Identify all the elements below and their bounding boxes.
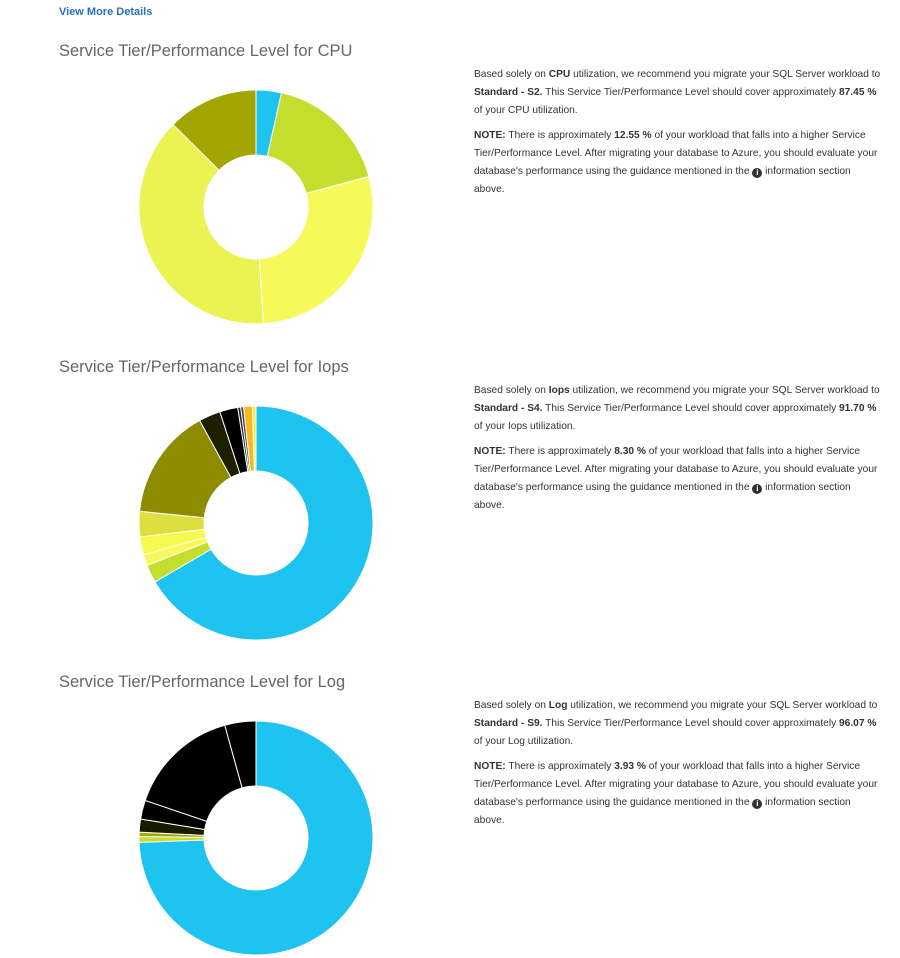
text: of your workload that falls into a highe…: [474, 761, 878, 808]
text: of your workload that falls into a highe…: [474, 130, 878, 177]
donut-slice: [224, 720, 257, 789]
metric-name: Iops: [548, 385, 570, 396]
coverage-percent: 91.70 %: [839, 403, 877, 414]
donut-slice: [138, 720, 374, 956]
recommended-tier: Standard - S9.: [474, 718, 543, 729]
info-icon: i: [752, 168, 763, 178]
metric-name: Log: [548, 700, 568, 711]
text: information section above.: [474, 797, 851, 826]
donut-slice: [154, 405, 374, 641]
text: This Service Tier/Performance Level shou…: [542, 87, 840, 98]
donut-chart-log: [138, 720, 374, 956]
text: information section above.: [474, 166, 851, 195]
text: Based solely on: [474, 69, 549, 80]
section-title-log: Service Tier/Performance Level for Log: [59, 673, 346, 691]
section-title-iops: Service Tier/Performance Level for Iops: [59, 358, 349, 376]
text: of your Log utilization.: [474, 736, 574, 747]
text: utilization, we recommend you migrate yo…: [569, 385, 880, 396]
coverage-percent: 96.07 %: [839, 718, 877, 729]
text: There is approximately: [505, 761, 615, 772]
text: There is approximately: [505, 446, 615, 457]
info-icon: i: [752, 799, 763, 809]
recommendation-text: Based solely on CPU utilization, we reco…: [474, 66, 884, 120]
section-title-cpu: Service Tier/Performance Level for CPU: [59, 42, 353, 60]
recommended-tier: Standard - S4.: [474, 403, 543, 414]
note-text: NOTE: There is approximately 8.30 % of y…: [474, 443, 884, 515]
recommendation-text: Based solely on Iops utilization, we rec…: [474, 382, 884, 436]
donut-slice: [172, 89, 257, 172]
text: There is approximately: [505, 130, 615, 141]
recommendation-iops: Based solely on Iops utilization, we rec…: [474, 382, 884, 522]
text: of your Iops utilization.: [474, 421, 576, 432]
donut-slice: [138, 123, 264, 325]
text: Based solely on: [474, 700, 549, 711]
text: utilization, we recommend you migrate yo…: [570, 69, 881, 80]
note-text: NOTE: There is approximately 12.55 % of …: [474, 127, 884, 199]
text: Based solely on: [474, 385, 549, 396]
info-icon: i: [752, 484, 763, 494]
metric-name: CPU: [548, 69, 571, 80]
donut-slice: [266, 92, 370, 195]
higher-tier-percent: 3.93 %: [614, 761, 646, 772]
text: of your CPU utilization.: [474, 105, 578, 116]
note-label: NOTE:: [474, 446, 506, 457]
text: of your workload that falls into a highe…: [474, 446, 878, 493]
higher-tier-percent: 8.30 %: [614, 446, 646, 457]
recommendation-text: Based solely on Log utilization, we reco…: [474, 697, 884, 751]
note-label: NOTE:: [474, 130, 506, 141]
donut-chart-iops: [138, 405, 374, 641]
note-text: NOTE: There is approximately 3.93 % of y…: [474, 758, 884, 830]
text: utilization, we recommend you migrate yo…: [567, 700, 878, 711]
text: information section above.: [474, 482, 851, 511]
recommendation-cpu: Based solely on CPU utilization, we reco…: [474, 66, 884, 206]
view-more-details-link[interactable]: View More Details: [59, 6, 153, 18]
text: This Service Tier/Performance Level shou…: [542, 403, 840, 414]
donut-slice: [258, 175, 374, 325]
coverage-percent: 87.45 %: [839, 87, 877, 98]
higher-tier-percent: 12.55 %: [614, 130, 652, 141]
donut-chart-cpu: [138, 89, 374, 325]
recommendation-log: Based solely on Log utilization, we reco…: [474, 697, 884, 837]
donut-slice: [251, 405, 257, 472]
note-label: NOTE:: [474, 761, 506, 772]
recommended-tier: Standard - S2.: [474, 87, 543, 98]
text: This Service Tier/Performance Level shou…: [542, 718, 840, 729]
